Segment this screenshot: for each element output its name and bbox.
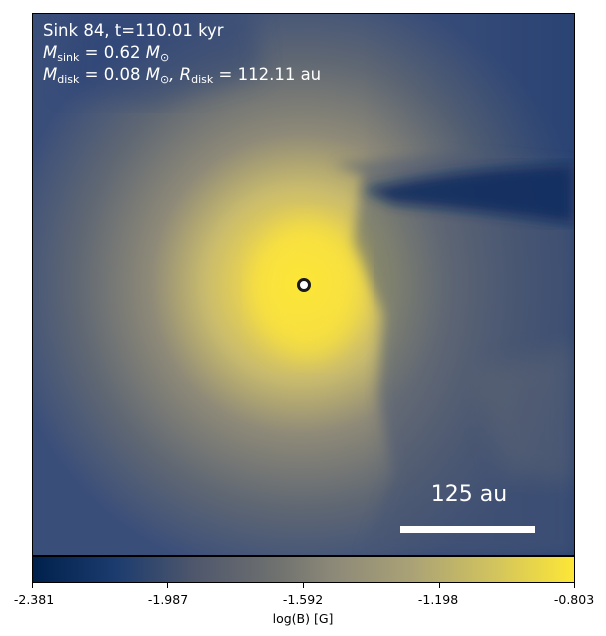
colorbar-tick bbox=[167, 583, 168, 588]
colorbar-tick bbox=[303, 583, 304, 588]
snapshot-title: Sink 84, t=110.01 kyr bbox=[43, 21, 224, 40]
disk-radius-value: = 112.11 au bbox=[213, 65, 322, 84]
colorbar-tick bbox=[439, 583, 440, 588]
sink-mass-unit: M bbox=[145, 43, 160, 62]
scale-bar-label: 125 au bbox=[430, 482, 508, 507]
colorbar-tick bbox=[32, 583, 33, 588]
image-panel: Sink 84, t=110.01 kyr Msink = 0.62 M⊙ Md… bbox=[32, 13, 575, 556]
colorbar-tick-label: -2.381 bbox=[13, 592, 55, 607]
colorbar-tick-label: -1.592 bbox=[282, 592, 324, 607]
disk-mass-symbol: M bbox=[43, 65, 58, 84]
disk-properties-label: Mdisk = 0.08 M⊙, Rdisk = 112.11 au bbox=[43, 64, 321, 91]
disk-mass-unit: M bbox=[145, 65, 160, 84]
colorbar bbox=[32, 556, 575, 583]
disk-radius-symbol: , R bbox=[169, 65, 192, 84]
disk-radius-subscript: disk bbox=[191, 73, 214, 86]
colorbar-label: log(B) [G] bbox=[272, 611, 334, 626]
colorbar-tick bbox=[574, 583, 575, 588]
scale-bar bbox=[400, 526, 535, 533]
sink-mass-symbol: M bbox=[43, 43, 58, 62]
disk-mass-subscript: disk bbox=[57, 73, 80, 86]
sink-mass-value: = 0.62 bbox=[79, 43, 146, 62]
colorbar-tick-label: -0.803 bbox=[553, 592, 595, 607]
disk-mass-unit-sub: ⊙ bbox=[159, 73, 170, 86]
colorbar-tick-label: -1.987 bbox=[147, 592, 189, 607]
sink-mass-subscript: sink bbox=[57, 51, 80, 64]
sink-marker bbox=[297, 278, 311, 292]
disk-mass-value: = 0.08 bbox=[79, 65, 146, 84]
sink-mass-unit-sub: ⊙ bbox=[159, 51, 170, 64]
colorbar-tick-label: -1.198 bbox=[417, 592, 459, 607]
sink-mass-label: Msink = 0.62 M⊙ bbox=[43, 42, 169, 69]
